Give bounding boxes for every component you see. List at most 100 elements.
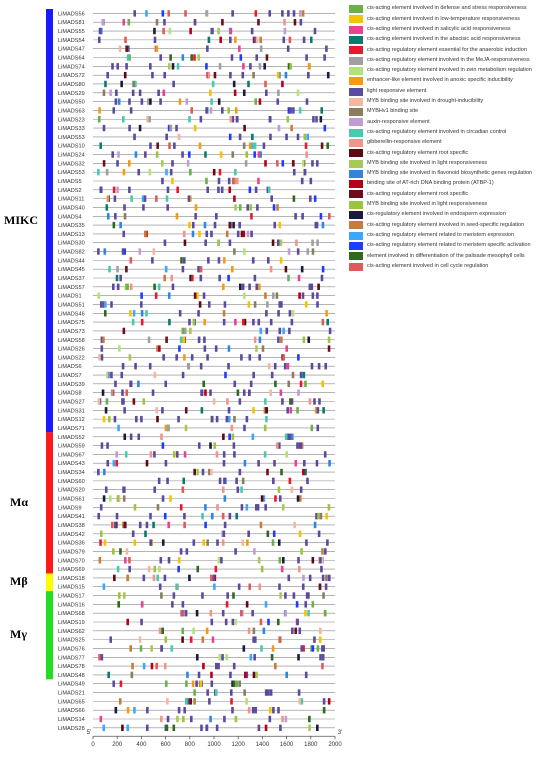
cis-element [235, 477, 238, 485]
cis-element [182, 609, 186, 617]
cis-element [270, 654, 274, 661]
cis-element [153, 283, 156, 291]
cis-element [119, 274, 122, 282]
group-label: Mγ [10, 627, 27, 642]
cis-element [164, 636, 168, 643]
cis-element [251, 257, 255, 264]
cis-element [247, 706, 251, 714]
cis-element [106, 442, 109, 449]
cis-element [207, 71, 211, 79]
cis-element [98, 354, 101, 361]
cis-element [110, 371, 113, 379]
cis-element [277, 124, 281, 132]
cis-element [226, 592, 229, 599]
cis-element [269, 689, 273, 696]
cis-element [146, 116, 150, 123]
cis-element [224, 618, 228, 626]
gene-name: LiMADS35 [58, 223, 85, 229]
cis-element [97, 116, 101, 123]
cis-element [202, 292, 206, 299]
cis-element [102, 89, 106, 96]
cis-element [216, 504, 219, 511]
cis-element [231, 433, 235, 440]
cis-element [184, 424, 188, 432]
cis-element [277, 336, 280, 343]
cis-element [234, 168, 237, 176]
cis-element [313, 27, 317, 35]
cis-element [210, 618, 214, 626]
cis-element [318, 583, 322, 590]
legend-item: gibberellin-responsive element [349, 138, 549, 148]
cis-element [327, 336, 331, 343]
legend-swatch [349, 149, 363, 158]
cis-element [230, 424, 234, 432]
cis-element [307, 609, 310, 617]
cis-element [214, 345, 218, 352]
cis-element [183, 521, 186, 529]
cis-element [264, 601, 268, 608]
cis-element [319, 654, 322, 661]
cis-element [285, 345, 289, 352]
cis-element [277, 310, 280, 317]
cis-element [302, 336, 306, 343]
cis-element [281, 80, 284, 88]
cis-element [97, 248, 100, 255]
cis-element [290, 433, 294, 440]
cis-element [252, 671, 256, 679]
cis-element [242, 645, 246, 652]
cis-element [221, 609, 225, 617]
cis-element [241, 477, 245, 485]
cis-element [279, 592, 282, 599]
gene-name: LiMADS12 [58, 417, 85, 423]
cis-element [311, 248, 315, 255]
cis-element [269, 318, 273, 326]
legend-item: auxin-responsive element [349, 117, 549, 127]
legend-swatch [349, 211, 363, 220]
legend-item: MYBHv1 binding site [349, 107, 549, 117]
cis-element [164, 680, 168, 687]
cis-element [128, 557, 131, 564]
cis-element [326, 318, 330, 326]
cis-element [191, 274, 194, 282]
cis-element [302, 574, 305, 582]
cis-element [267, 618, 270, 626]
cis-element [189, 274, 192, 282]
cis-element [221, 654, 224, 661]
cis-element [175, 583, 178, 590]
cis-element [177, 557, 181, 564]
cis-element [149, 451, 153, 458]
cis-element [97, 398, 101, 405]
cis-element [295, 601, 299, 608]
cis-element [325, 45, 328, 52]
cis-element [214, 662, 218, 670]
cis-element [306, 133, 310, 141]
cis-element [99, 504, 103, 511]
cis-element [268, 116, 272, 123]
legend-item: MYB binding site involved in flavonoid b… [349, 169, 549, 179]
cis-element [206, 354, 209, 361]
cis-element [326, 71, 330, 79]
cis-element [97, 468, 100, 476]
cis-element [206, 539, 209, 546]
cis-element [301, 292, 305, 299]
cis-element [303, 133, 307, 141]
cis-element [211, 636, 215, 643]
cis-element [311, 239, 314, 246]
group-bar [46, 432, 53, 574]
cis-element [248, 389, 251, 396]
tick-label: 1600 [280, 742, 294, 748]
cis-element [327, 345, 331, 352]
cis-element [263, 424, 267, 432]
cis-element [282, 354, 285, 361]
cis-element [275, 442, 279, 449]
cis-element [320, 565, 323, 573]
gene-name: LiMADS32 [58, 161, 85, 167]
cis-element [156, 142, 159, 149]
cis-element [172, 724, 176, 732]
cis-element [188, 221, 191, 229]
cis-element [168, 27, 172, 35]
cis-element [264, 689, 268, 696]
cis-element [254, 706, 257, 714]
cis-element [101, 389, 105, 396]
cis-element [264, 398, 267, 405]
